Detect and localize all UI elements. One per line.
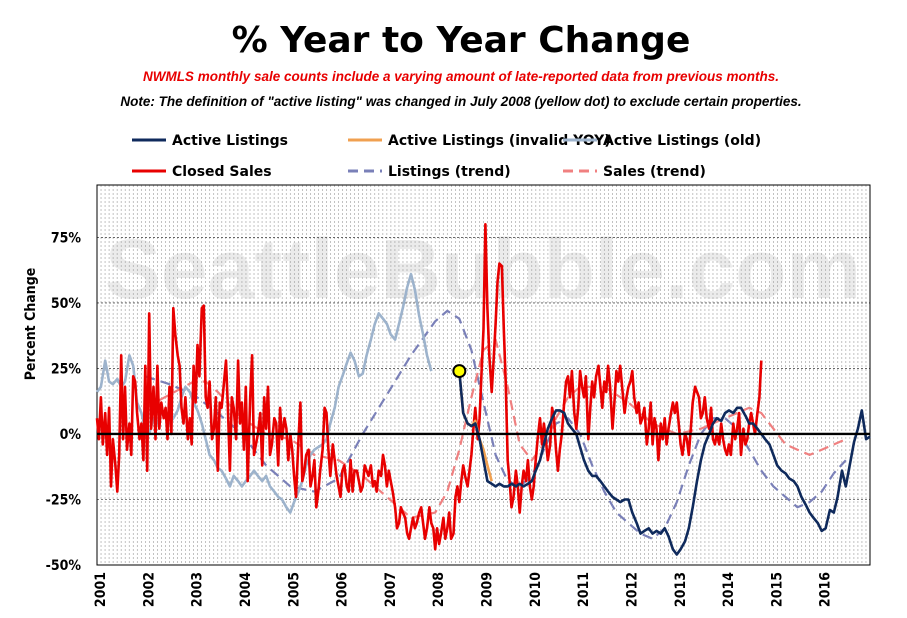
legend-label: Active Listings (old) <box>603 133 761 149</box>
y-tick-label: -25% <box>46 492 82 508</box>
x-tick-label: 2002 <box>141 572 157 607</box>
y-axis-label: Percent Change <box>23 268 39 381</box>
legend-label: Sales (trend) <box>603 164 706 180</box>
chart-subtitle-red: NWMLS monthly sale counts include a vary… <box>143 69 779 84</box>
legend-label: Active Listings <box>172 133 288 149</box>
y-tick-label: 50% <box>51 296 82 312</box>
legend-label: Closed Sales <box>172 164 272 180</box>
x-tick-label: 2004 <box>238 572 254 607</box>
legend: Active Listings Active Listings (invalid … <box>132 133 761 180</box>
chart-title: % Year to Year Change <box>232 20 691 61</box>
x-tick-label: 2015 <box>769 572 785 607</box>
series-line-active-listings <box>458 370 871 556</box>
plot-border <box>96 184 871 566</box>
x-tick-label: 2014 <box>721 572 737 607</box>
y-tick-label: 0% <box>60 427 82 443</box>
y-tick-label: -50% <box>46 558 82 574</box>
x-tick-label: 2003 <box>190 572 206 607</box>
x-tick-label: 2009 <box>480 572 496 607</box>
x-tick-label: 2007 <box>383 572 399 607</box>
plot-area: 75% 50% 25% 0% -25% -50% 2001 2002 2003 2004 2005 2… <box>46 184 871 607</box>
x-tick-label: 2005 <box>286 572 302 607</box>
chart-subtitle-note: Note: The definition of "active listing"… <box>120 94 801 109</box>
x-tick-label: 2012 <box>624 572 640 607</box>
x-tick-label: 2008 <box>431 572 447 607</box>
x-tick-label: 2010 <box>528 572 544 607</box>
y-tick-label: 75% <box>51 230 82 246</box>
series-line-closed-sales <box>95 223 763 551</box>
x-tick-label: 2006 <box>335 572 351 607</box>
x-tick-label: 2013 <box>673 572 689 607</box>
legend-label: Active Listings (invalid YOY) <box>388 133 611 149</box>
legend-label: Listings (trend) <box>388 164 511 180</box>
y-tick-label: 25% <box>51 361 82 377</box>
x-tick-label: 2001 <box>93 572 109 607</box>
x-tick-label: 2016 <box>818 572 834 607</box>
series-line-listings-trend <box>144 309 847 540</box>
highlight-point <box>452 364 467 379</box>
x-tick-label: 2011 <box>576 572 592 607</box>
